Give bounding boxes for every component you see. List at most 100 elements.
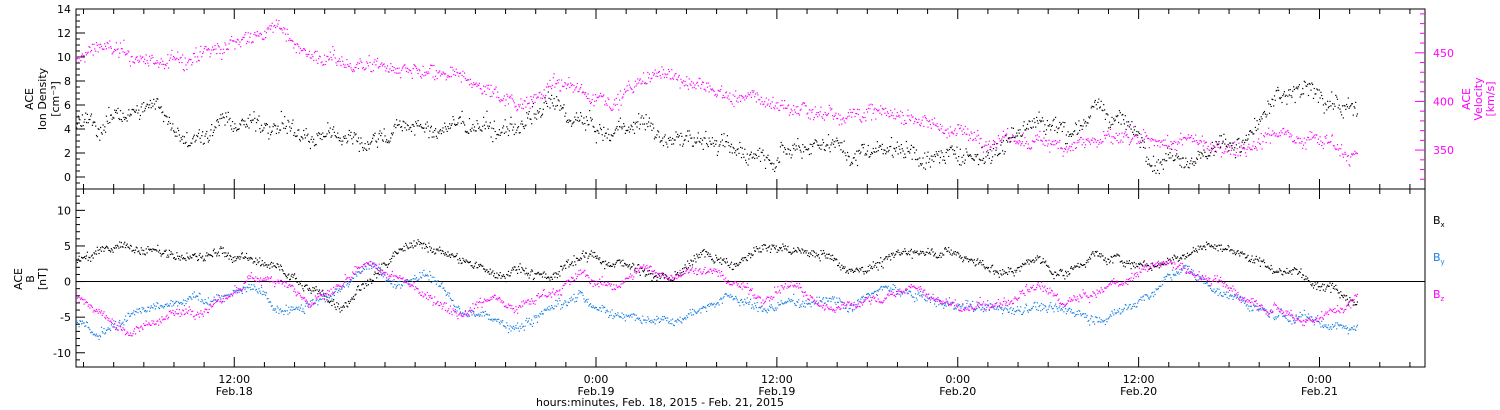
density-point	[660, 140, 662, 142]
density-point	[201, 135, 203, 137]
velocity-point	[1042, 143, 1044, 145]
velocity-point	[760, 96, 762, 98]
velocity-point	[1271, 134, 1273, 136]
velocity-point	[1082, 138, 1084, 140]
Bx-point	[502, 274, 505, 276]
density-point	[1302, 88, 1304, 90]
Bx-point	[1202, 246, 1204, 248]
Bx-point	[948, 247, 950, 249]
Bx-point	[113, 247, 115, 249]
velocity-point	[221, 53, 224, 55]
Bx-point	[521, 266, 523, 269]
velocity-point	[730, 101, 733, 103]
Bx-point	[357, 285, 360, 287]
density-point	[342, 140, 344, 142]
density-point	[539, 108, 541, 110]
Bx-point	[686, 268, 688, 270]
velocity-point	[108, 47, 110, 49]
Bx-point	[820, 250, 822, 252]
density-point	[635, 121, 637, 123]
Bx-point	[872, 261, 874, 263]
density-point	[232, 130, 234, 132]
density-point	[613, 133, 615, 135]
Bx-point	[145, 248, 147, 250]
velocity-point	[667, 73, 669, 75]
Bx-point	[318, 289, 321, 291]
Bx-point	[468, 262, 470, 264]
Bx-point	[1247, 254, 1249, 256]
velocity-point	[115, 49, 117, 52]
velocity-point	[509, 95, 511, 97]
Bx-point	[838, 262, 840, 264]
density-point	[890, 137, 893, 139]
velocity-point	[525, 106, 527, 108]
density-point	[128, 109, 130, 111]
Bx-point	[834, 259, 836, 261]
velocity-point	[537, 96, 539, 98]
velocity-point	[686, 76, 688, 78]
velocity-point	[543, 89, 545, 91]
Bx-point	[1099, 256, 1101, 258]
velocity-point	[1186, 137, 1189, 139]
Bx-point	[1128, 262, 1130, 264]
Bx-point	[933, 255, 935, 257]
density-point	[871, 152, 873, 155]
velocity-point	[460, 81, 462, 83]
Bx-point	[1142, 265, 1144, 267]
velocity-point	[323, 63, 325, 66]
density-point	[405, 122, 407, 124]
Bx-point	[273, 265, 275, 267]
Bx-point	[1205, 241, 1208, 243]
Bx-point	[291, 273, 293, 275]
velocity-point	[1205, 141, 1207, 143]
density-point	[865, 152, 867, 155]
velocity-point	[1341, 153, 1344, 155]
density-point	[541, 113, 544, 115]
density-point	[714, 140, 716, 142]
density-point	[709, 140, 711, 142]
Bx-point	[1169, 258, 1171, 260]
Bx-point	[349, 300, 351, 303]
velocity-point	[1339, 155, 1341, 157]
density-point	[861, 144, 863, 146]
density-point	[176, 135, 178, 137]
velocity-point	[201, 56, 203, 58]
velocity-point	[450, 76, 452, 78]
Bx-point	[430, 249, 432, 251]
velocity-point	[1030, 148, 1032, 150]
velocity-point	[260, 34, 263, 36]
Bx-point	[717, 258, 719, 260]
Bx-point	[1317, 286, 1319, 288]
velocity-point	[932, 122, 934, 124]
density-point	[413, 125, 415, 127]
velocity-point	[846, 118, 848, 120]
Bx-point	[1327, 284, 1329, 286]
density-point	[1302, 93, 1305, 95]
density-tick-label: 4	[64, 123, 71, 136]
velocity-point	[158, 66, 160, 68]
velocity-point	[689, 83, 691, 85]
velocity-point	[1314, 137, 1316, 139]
velocity-point	[439, 70, 441, 72]
velocity-point	[906, 115, 908, 117]
velocity-point	[76, 58, 78, 60]
density-point	[685, 135, 687, 137]
density-point	[1350, 104, 1352, 107]
velocity-point	[545, 94, 547, 97]
velocity-point	[155, 62, 157, 64]
velocity-point	[1110, 141, 1112, 143]
velocity-point	[1340, 148, 1342, 150]
density-tick-label: 0	[64, 171, 71, 184]
velocity-label-unit: [km/s]	[1484, 81, 1497, 116]
density-point	[341, 144, 343, 146]
density-point	[928, 161, 930, 163]
density-point	[269, 126, 271, 128]
density-point	[218, 124, 220, 126]
velocity-point	[712, 89, 714, 91]
Bx-point	[891, 254, 893, 256]
Bx-point	[467, 261, 469, 263]
Bx-point	[358, 289, 360, 291]
Bx-point	[1311, 285, 1313, 287]
density-point	[896, 141, 898, 143]
Bx-point	[1235, 252, 1237, 254]
